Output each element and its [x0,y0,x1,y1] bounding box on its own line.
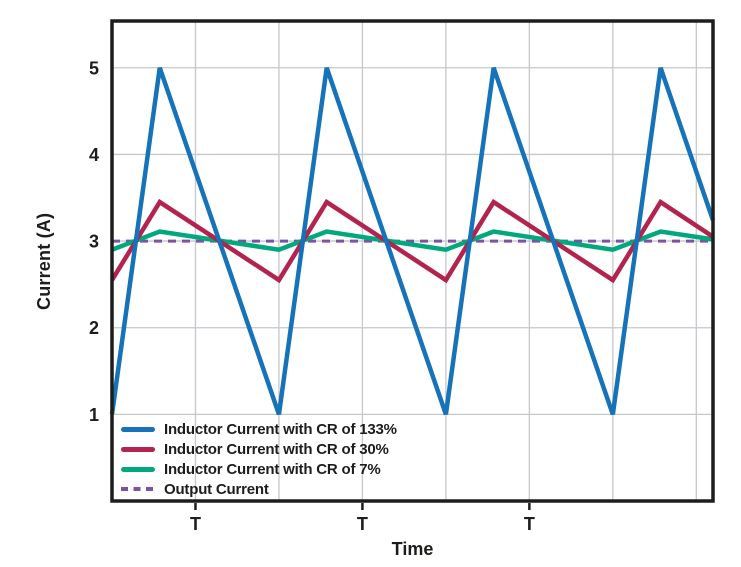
gridlines [112,21,713,501]
y-tick-label: 5 [89,58,99,78]
legend: Inductor Current with CR of 133% Inducto… [121,419,397,499]
legend-label: Inductor Current with CR of 133% [164,420,397,438]
x-axis-title: Time [391,539,434,559]
series-lines [109,67,716,416]
legend-item-output-current: Output Current [121,479,397,499]
y-tick-label: 1 [89,405,99,425]
series-line [110,198,715,284]
legend-label: Inductor Current with CR of 7% [164,460,381,478]
legend-label: Inductor Current with CR of 30% [164,440,389,458]
legend-swatch-green-line-icon [121,466,155,472]
legend-swatch-red-line-icon [121,446,155,452]
series-line [111,229,714,253]
legend-label: Output Current [164,480,269,498]
legend-item-cr-30: Inductor Current with CR of 30% [121,439,397,459]
y-axis-title: Current (A) [34,212,54,310]
x-tick-label: T [357,514,368,534]
legend-swatch-purple-dashed-line-icon [121,487,155,491]
y-tick-label: 3 [89,232,99,252]
legend-item-cr-133: Inductor Current with CR of 133% [121,419,397,439]
y-tick-label: 2 [89,318,99,338]
plot-border [110,19,715,503]
legend-item-cr-7: Inductor Current with CR of 7% [121,459,397,479]
y-axis-tick-labels: 1 2 3 4 5 [89,58,99,425]
y-tick-label: 4 [89,145,99,165]
series-line [109,67,716,416]
x-tick-label: T [524,514,535,534]
x-tick-label: T [190,514,201,534]
legend-swatch-blue-line-icon [121,426,155,432]
